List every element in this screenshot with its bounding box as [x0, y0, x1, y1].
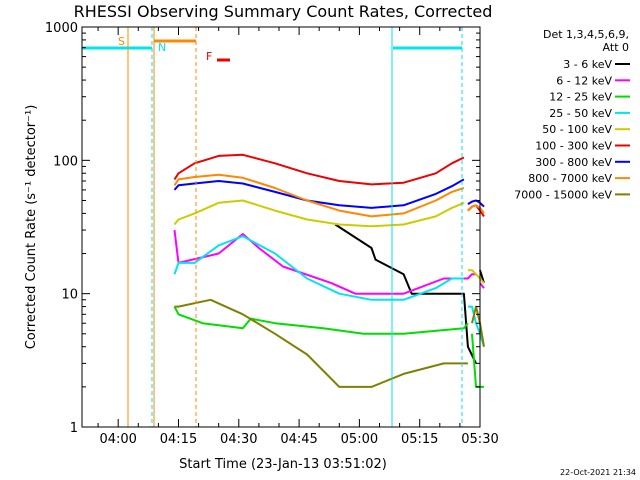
series-line-1-segment-1 [479, 282, 485, 289]
x-tick-label: 05:00 [341, 432, 378, 447]
y-axis: 1 10 100 1000 [45, 21, 480, 436]
legend-entry-label: 12 - 25 keV [549, 91, 612, 104]
flag-layer: S N F [82, 27, 463, 427]
x-tick-label: 05:15 [401, 432, 438, 447]
flag-label-N: N [158, 41, 166, 54]
legend-header: Det 1,3,4,5,6,9, [543, 28, 629, 41]
series-layer [173, 153, 485, 388]
legend-entry-label: 7000 - 15000 keV [514, 188, 612, 201]
legend-entry-label: 800 - 7000 keV [528, 172, 612, 185]
x-tick-label: 04:15 [160, 432, 197, 447]
series-line-7-segment-0 [173, 173, 465, 218]
legend-entry-label: 300 - 800 keV [535, 156, 612, 169]
series-line-3-segment-0 [173, 235, 464, 301]
series-line-4-segment-1 [467, 269, 485, 284]
generated-timestamp: 22-Oct-2021 21:34 [560, 468, 636, 477]
plot-frame [81, 26, 481, 428]
series-line-7-segment-1 [467, 204, 485, 214]
legend-entry-label: 3 - 6 keV [563, 58, 612, 71]
x-tick-label: 04:30 [220, 432, 257, 447]
x-tick-label: 05:30 [461, 432, 498, 447]
legend-entry-label: 25 - 50 keV [549, 107, 612, 120]
series-line-1-segment-0 [173, 229, 476, 295]
legend: Det 1,3,4,5,6,9,Att 0 3 - 6 keV 6 - 12 keV… [514, 28, 630, 201]
chart-title: RHESSI Observing Summary Count Rates, Co… [74, 2, 493, 21]
y-tick-label: 100 [53, 154, 78, 169]
series-line-4-segment-0 [173, 199, 465, 228]
x-tick-label: 04:45 [280, 432, 317, 447]
y-tick-label: 1000 [45, 21, 78, 36]
legend-entry-label: 6 - 12 keV [556, 74, 612, 87]
legend-entry-label: 50 - 100 keV [542, 123, 612, 136]
y-tick-label: 1 [70, 421, 78, 436]
series-line-8-segment-1 [471, 305, 485, 347]
series-line-0-segment-0 [334, 223, 477, 364]
flag-label-F: F [206, 50, 212, 63]
series-line-2-segment-0 [173, 306, 469, 335]
y-tick-label: 10 [61, 288, 78, 303]
y-axis-label: Corrected Count Rate (s⁻¹ detector⁻¹) [24, 105, 39, 350]
x-axis: 04:00 04:15 04:30 04:45 05:00 05:15 05:30 [97, 27, 499, 447]
flag-label-S: S [118, 35, 125, 48]
series-line-5-segment-0 [173, 153, 465, 186]
x-tick-label: 04:00 [99, 432, 136, 447]
series-line-8-segment-0 [174, 298, 468, 388]
legend-header: Att 0 [603, 41, 629, 54]
x-axis-label: Start Time (23-Jan-13 03:51:02) [179, 457, 387, 472]
legend-entry-label: 100 - 300 keV [535, 140, 612, 153]
